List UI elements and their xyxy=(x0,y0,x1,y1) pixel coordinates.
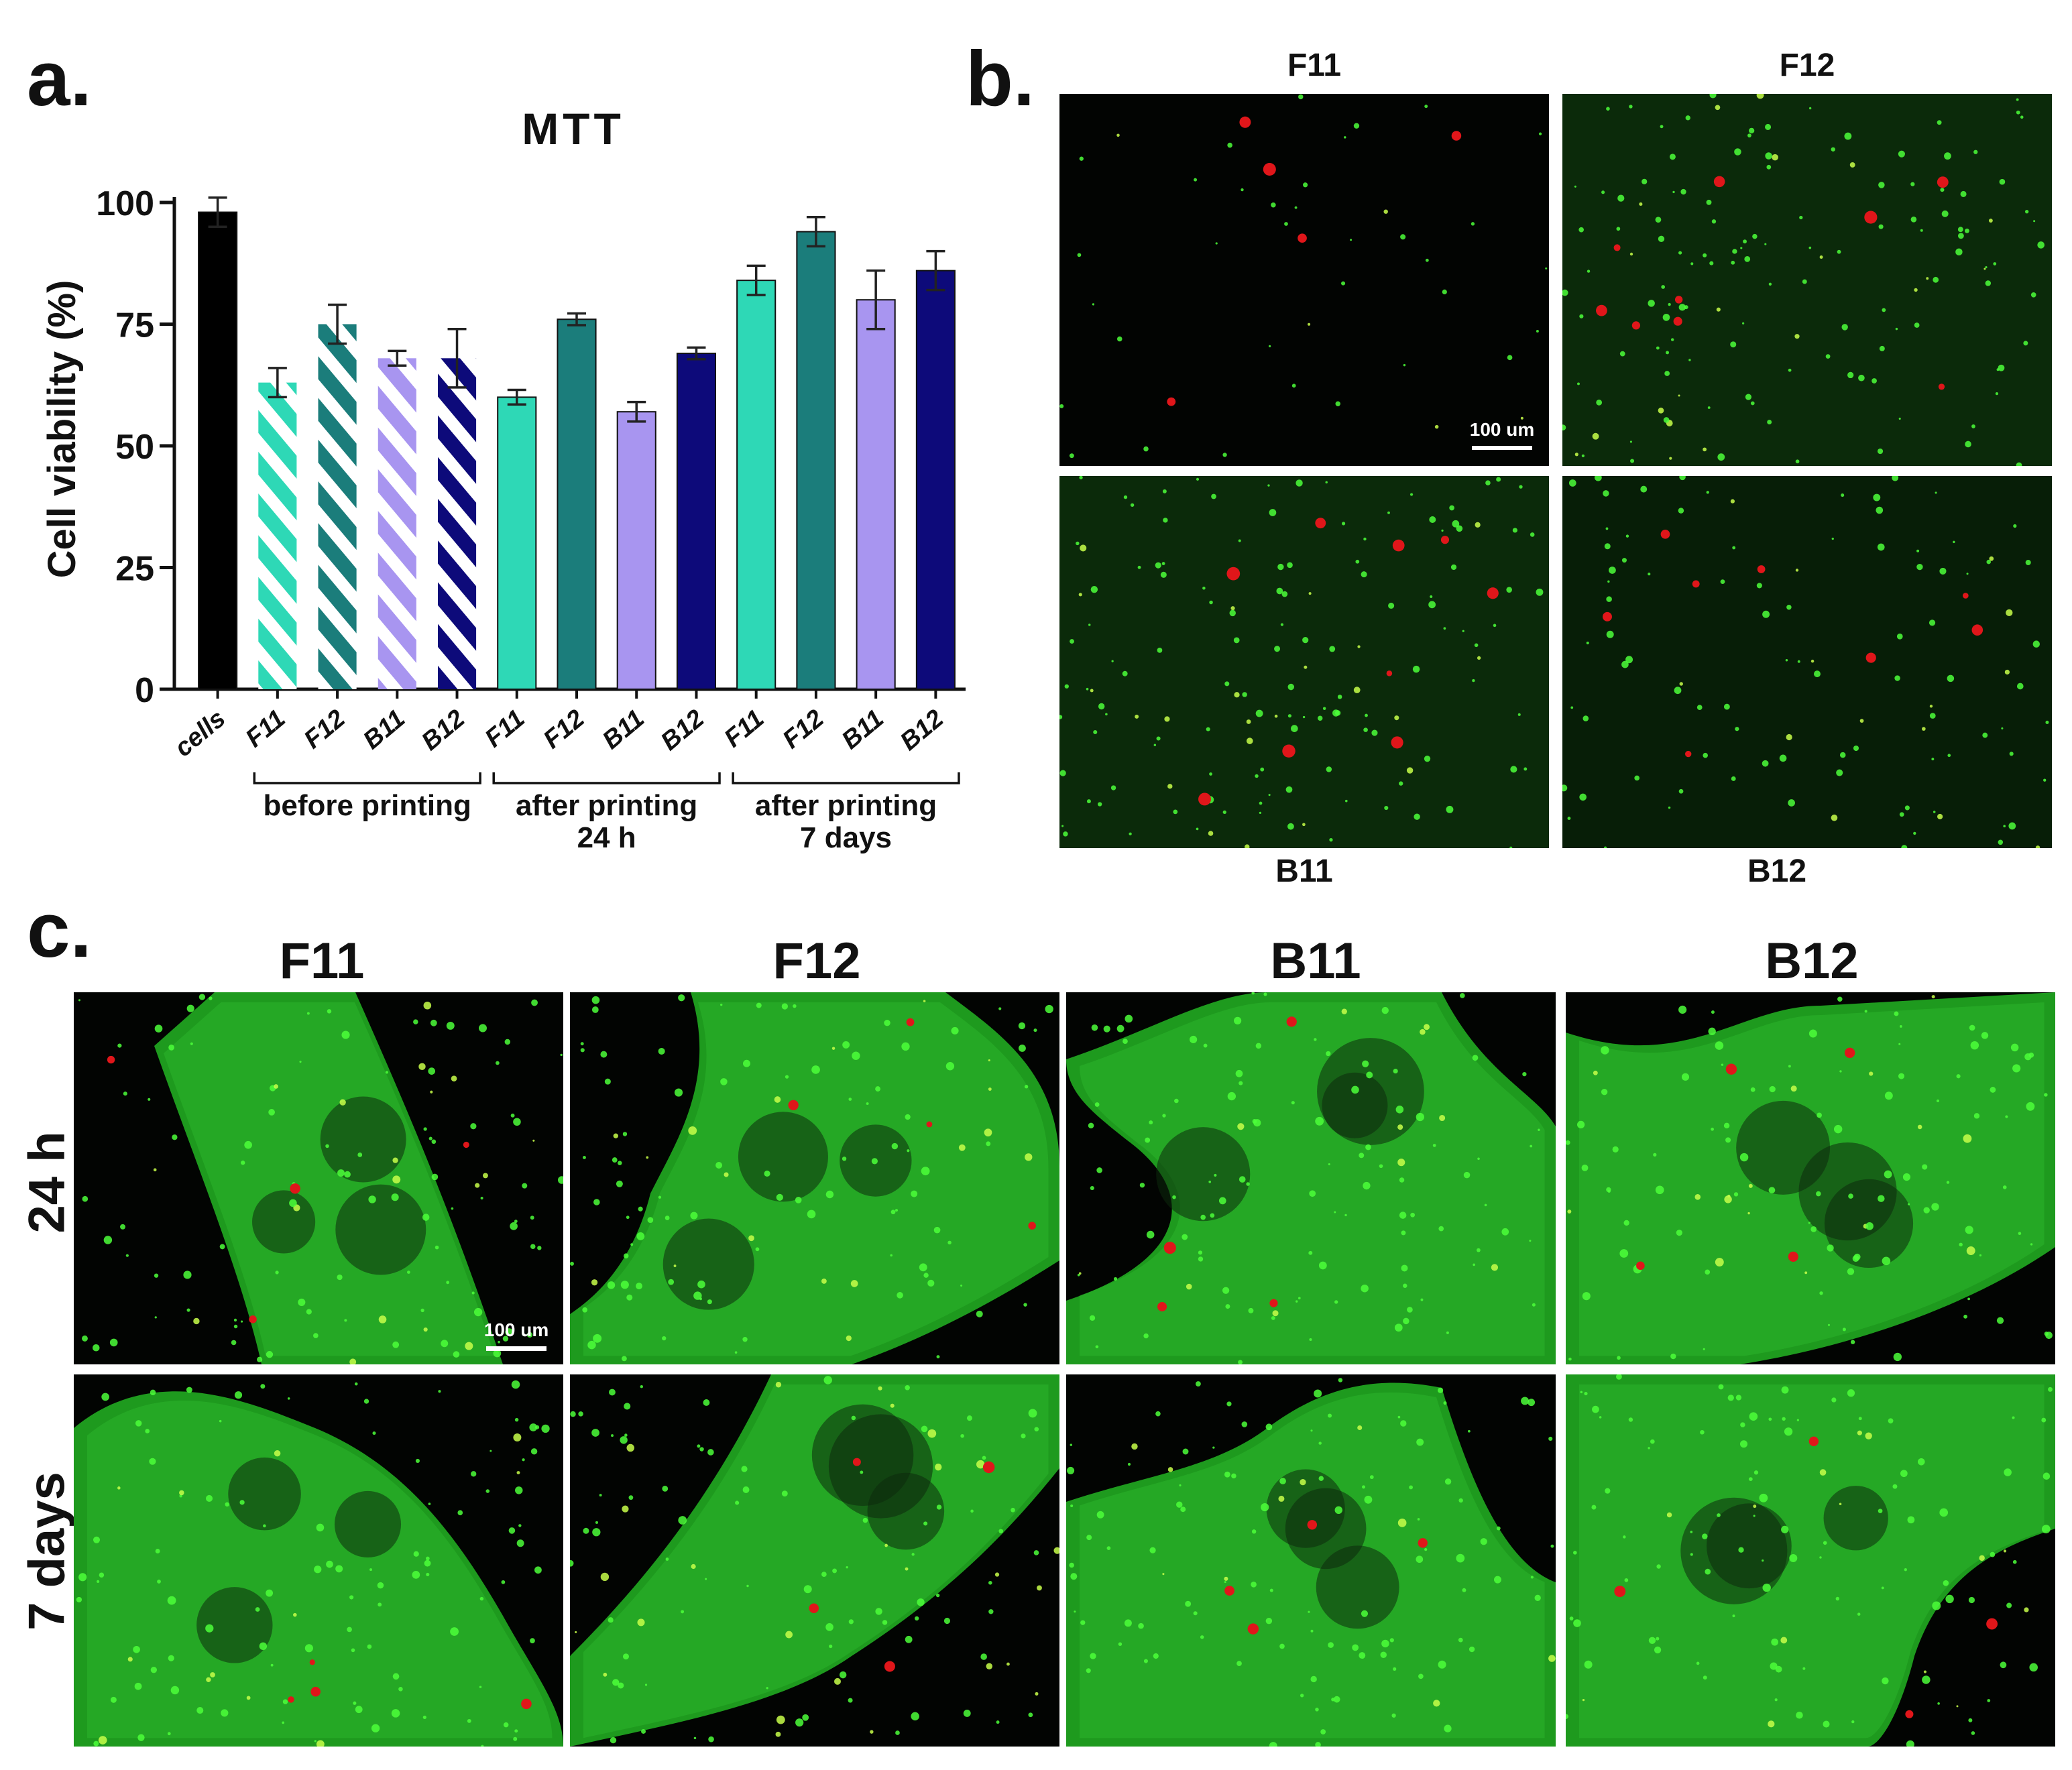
micrograph-b-f12 xyxy=(1562,94,2052,466)
y-tick-label: 0 xyxy=(135,671,154,710)
panel-c-row-7days: 7 days xyxy=(18,1472,76,1631)
x-tick-label: F12 xyxy=(778,705,829,754)
bar-10 xyxy=(736,280,776,691)
bar-5 xyxy=(437,358,477,689)
bar-2 xyxy=(258,382,297,689)
x-tick-label: B12 xyxy=(895,705,949,756)
bar-1 xyxy=(198,211,238,690)
group-label-3: after printing xyxy=(755,789,937,822)
group-label-2: 24 h xyxy=(577,821,636,854)
group-label-2: after printing xyxy=(516,789,697,822)
y-tick-label: 75 xyxy=(115,306,154,345)
x-tick-label: B12 xyxy=(416,705,470,756)
micrograph-b-b11 xyxy=(1059,476,1549,848)
panel-b-label: b. xyxy=(966,35,1035,122)
x-tick-label: F11 xyxy=(719,705,769,753)
micrograph-b-f11 xyxy=(1059,94,1549,466)
panel-b-label-f11: F11 xyxy=(1287,48,1342,83)
x-tick-labels: cells F11 F12 B11 B12 F11 F12 B11 B12 F11 F12 B11 B1… xyxy=(170,705,949,763)
micrograph-c-f12-7days xyxy=(570,1374,1059,1747)
x-tick-label: B12 xyxy=(656,705,709,756)
chart-title: MTT xyxy=(522,104,625,154)
panel-c-col-f12: F12 xyxy=(772,933,861,990)
scalebar-b: 100 um xyxy=(1458,419,1546,450)
x-tick-label: F12 xyxy=(538,705,590,754)
group-bracket-1 xyxy=(253,772,481,784)
micrograph-c-f12-24h xyxy=(570,992,1059,1364)
scalebar-c-label: 100 um xyxy=(483,1319,549,1340)
bar-4 xyxy=(378,358,416,689)
x-tick-label: F11 xyxy=(241,705,291,753)
y-tick-label: 50 xyxy=(115,428,154,467)
y-tick-label: 25 xyxy=(115,550,154,589)
scalebar-b-bar xyxy=(1472,446,1532,450)
group-bracket-2 xyxy=(492,772,721,784)
x-tick-label: B11 xyxy=(597,705,650,755)
micrograph-c-f11-7days xyxy=(74,1374,563,1747)
panel-c-col-f11: F11 xyxy=(279,933,365,990)
group-label-3: 7 days xyxy=(800,821,892,854)
bar-6 xyxy=(497,396,537,691)
scalebar-c-bar xyxy=(486,1346,546,1351)
bar-12 xyxy=(856,299,896,690)
scalebar-b-label: 100 um xyxy=(1469,419,1535,440)
panel-b-label-b11: B11 xyxy=(1275,853,1333,889)
panel-c-col-b12: B12 xyxy=(1765,933,1859,990)
panel-c-row-24h: 24 h xyxy=(18,1131,76,1234)
x-tick-label: B11 xyxy=(358,705,410,755)
y-axis: 0 25 50 75 100 xyxy=(96,184,966,710)
group-bracket-3 xyxy=(732,772,960,784)
panel-c-col-b11: B11 xyxy=(1270,933,1361,990)
panel-b-label-f12: F12 xyxy=(1779,48,1835,83)
panel-b-label-b12: B12 xyxy=(1747,853,1807,889)
bar-3 xyxy=(318,324,357,689)
bar-7 xyxy=(557,318,597,690)
micrograph-c-b11-24h xyxy=(1066,992,1556,1364)
bar-11 xyxy=(796,231,836,690)
panel-c-label: c. xyxy=(27,886,92,973)
x-tick-label: cells xyxy=(170,705,231,763)
bar-9 xyxy=(676,353,717,690)
bar-8 xyxy=(616,411,656,690)
x-tick-label: F11 xyxy=(480,705,530,753)
bar-13 xyxy=(915,270,956,690)
micrograph-c-b12-24h xyxy=(1566,992,2055,1364)
y-tick-label: 100 xyxy=(96,184,154,223)
group-label-1: before printing xyxy=(263,789,471,822)
micrograph-b-b12 xyxy=(1562,476,2052,848)
x-tick-label: B11 xyxy=(837,705,889,755)
micrograph-c-f11-24h xyxy=(74,992,563,1364)
bars xyxy=(198,196,956,699)
micrograph-c-b12-7days xyxy=(1566,1374,2055,1747)
micrograph-c-b11-7days xyxy=(1066,1374,1556,1747)
y-axis-label: Cell viability (%) xyxy=(40,280,84,579)
panel-a-label: a. xyxy=(27,35,92,122)
scalebar-c: 100 um xyxy=(473,1319,560,1351)
x-tick-label: F12 xyxy=(299,705,351,754)
